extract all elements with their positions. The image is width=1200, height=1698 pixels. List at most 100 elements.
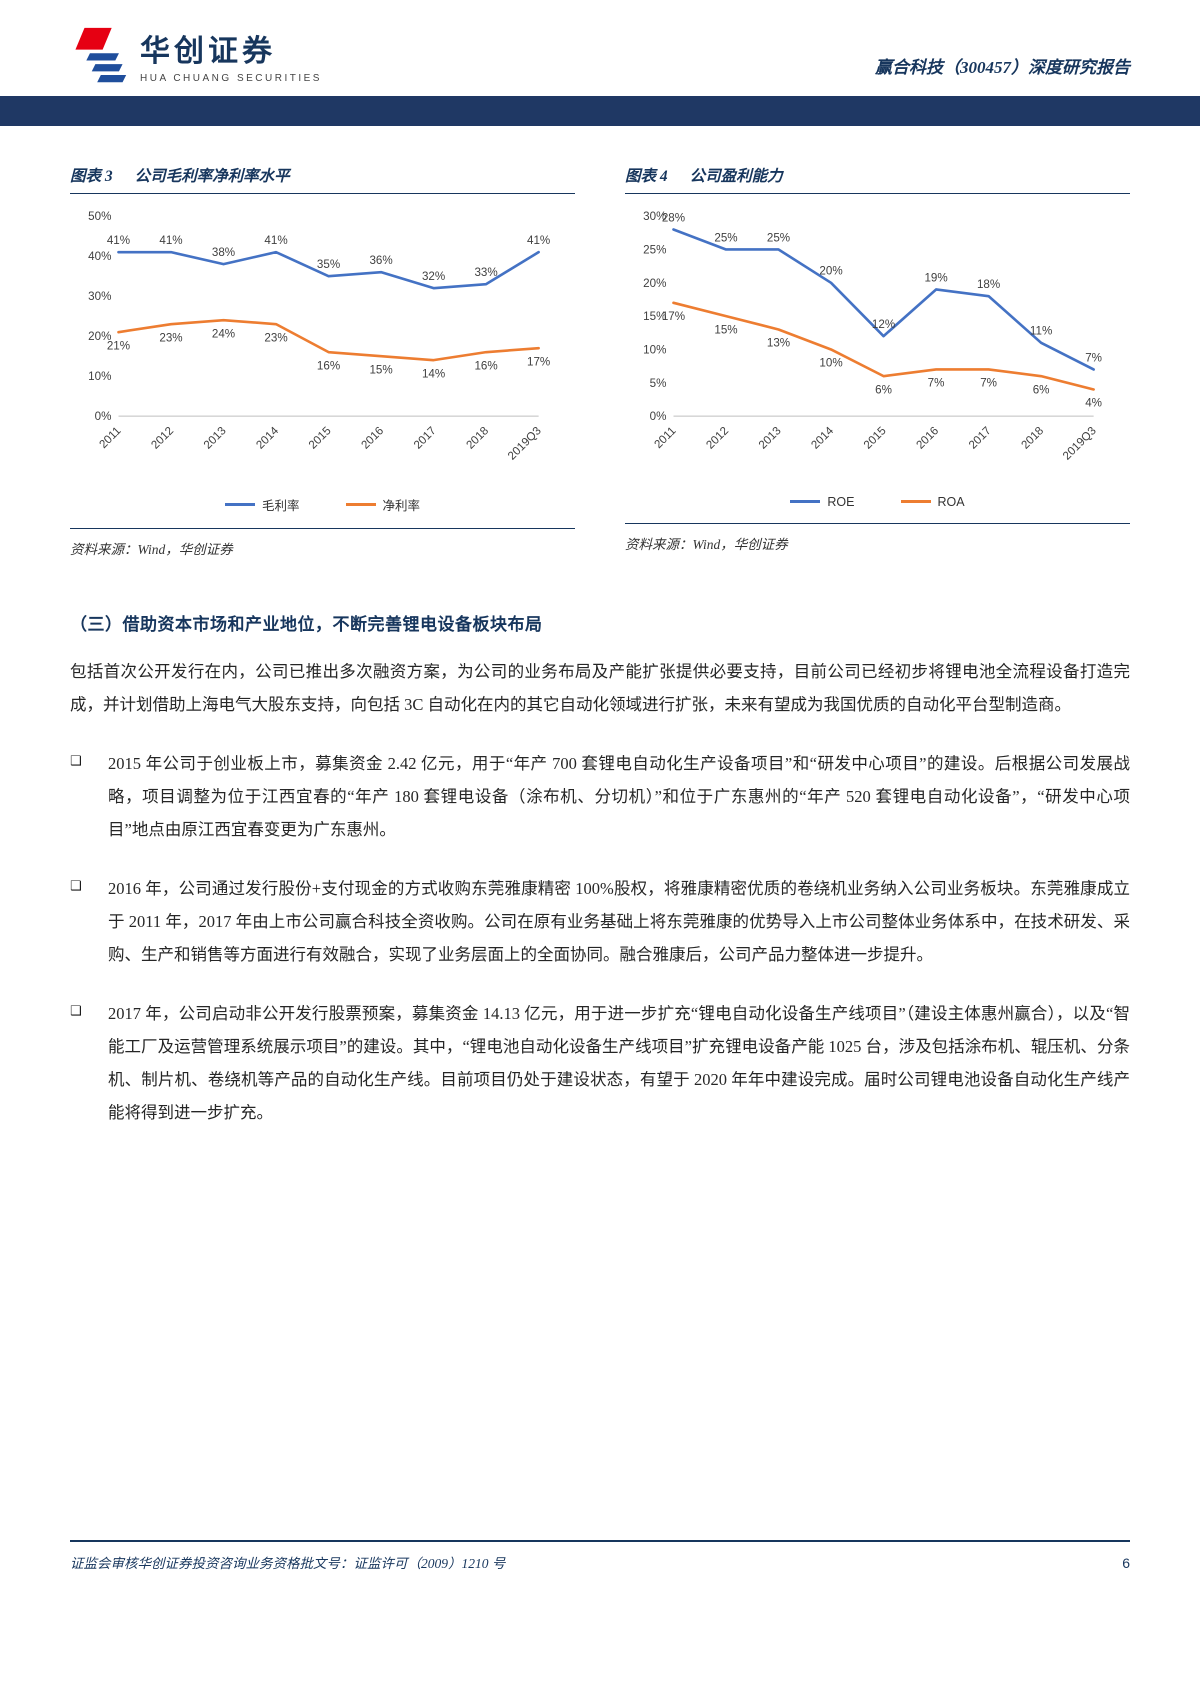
- svg-text:6%: 6%: [875, 383, 892, 396]
- svg-text:14%: 14%: [422, 367, 445, 380]
- svg-text:6%: 6%: [1033, 383, 1050, 396]
- bullet-list: ❑ 2015 年公司于创业板上市，募集资金 2.42 亿元，用于“年产 700 …: [70, 747, 1130, 1129]
- svg-text:12%: 12%: [872, 318, 895, 331]
- svg-text:2019Q3: 2019Q3: [1060, 424, 1098, 462]
- svg-text:23%: 23%: [264, 331, 287, 344]
- svg-text:10%: 10%: [88, 370, 111, 383]
- margin-chart-legend: 毛利率 净利率: [70, 495, 575, 514]
- report-title: 赢合科技（300457）深度研究报告: [875, 58, 1130, 77]
- huachuang-logo-icon: [75, 27, 127, 83]
- svg-text:2013: 2013: [756, 424, 783, 451]
- svg-text:41%: 41%: [527, 234, 550, 247]
- svg-text:20%: 20%: [88, 330, 111, 343]
- svg-text:17%: 17%: [662, 310, 685, 323]
- brand-text: 华创证券 HUA CHUANG SECURITIES: [140, 26, 322, 84]
- svg-text:10%: 10%: [643, 344, 666, 357]
- svg-text:41%: 41%: [264, 234, 287, 247]
- legend-item: 毛利率: [224, 495, 300, 514]
- figures-row: 图表 3 公司毛利率净利率水平 0% 10% 20% 30% 40% 50% 2011 2012…: [70, 164, 1130, 558]
- section-intro-paragraph: 包括首次公开发行在内，公司已推出多次融资方案，为公司的业务布局及产能扩张提供必要…: [70, 661, 1130, 714]
- svg-text:15%: 15%: [643, 310, 666, 323]
- svg-text:2017: 2017: [411, 424, 438, 451]
- svg-text:2018: 2018: [464, 424, 491, 451]
- svg-text:2014: 2014: [254, 424, 282, 452]
- svg-text:2013: 2013: [201, 424, 228, 451]
- bullet-text-2015: 2015 年公司于创业板上市，募集资金 2.42 亿元，用于“年产 700 套锂…: [108, 753, 1130, 839]
- legend-item: ROA: [900, 494, 965, 509]
- svg-text:2018: 2018: [1019, 424, 1046, 451]
- svg-text:15%: 15%: [369, 363, 392, 376]
- svg-text:0%: 0%: [650, 410, 667, 423]
- figure-3-margin-chart: 图表 3 公司毛利率净利率水平 0% 10% 20% 30% 40% 50% 2011 2012…: [70, 164, 575, 558]
- legend-line-swatch: [224, 502, 255, 506]
- profitability-chart-legend: ROE ROA: [625, 495, 1130, 509]
- page-number: 6: [1122, 1555, 1130, 1571]
- brand-name-en: HUA CHUANG SECURITIES: [140, 73, 322, 84]
- svg-text:7%: 7%: [980, 377, 997, 390]
- list-item: ❑ 2017 年，公司启动非公开发行股票预案，募集资金 14.13 亿元，用于进…: [70, 997, 1130, 1129]
- legend-label: 净利率: [382, 498, 421, 513]
- svg-text:40%: 40%: [88, 250, 111, 263]
- legend-label: ROA: [937, 494, 965, 509]
- svg-text:10%: 10%: [819, 357, 842, 370]
- page-header: 华创证券 HUA CHUANG SECURITIES 赢合科技（300457）深…: [0, 0, 1200, 96]
- svg-text:13%: 13%: [767, 337, 790, 350]
- svg-text:30%: 30%: [643, 210, 666, 223]
- svg-text:2017: 2017: [966, 424, 993, 451]
- square-bullet-icon: ❑: [70, 878, 82, 894]
- svg-text:16%: 16%: [317, 359, 340, 372]
- svg-text:28%: 28%: [662, 211, 685, 224]
- figure-3-label: 图表 3: [70, 168, 113, 185]
- section-heading: （三）借助资本市场和产业地位，不断完善锂电设备板块布局: [70, 614, 543, 634]
- svg-text:2012: 2012: [149, 424, 176, 451]
- svg-text:17%: 17%: [527, 355, 550, 368]
- svg-text:7%: 7%: [928, 377, 945, 390]
- brand: 华创证券 HUA CHUANG SECURITIES: [70, 26, 322, 84]
- svg-text:35%: 35%: [317, 258, 340, 271]
- svg-text:2016: 2016: [914, 424, 941, 451]
- svg-text:20%: 20%: [643, 277, 666, 290]
- bullet-text-2017: 2017 年，公司启动非公开发行股票预案，募集资金 14.13 亿元，用于进一步…: [108, 1003, 1130, 1122]
- figure-3-title: 图表 3 公司毛利率净利率水平: [70, 164, 575, 194]
- legend-line-swatch: [345, 502, 376, 506]
- profitability-line-chart: 0% 5% 10% 15% 20% 25% 30% 2011 2012 2013 2014 2015 2…: [643, 210, 1102, 462]
- footer-license-text: 证监会审核华创证券投资咨询业务资格批文号：证监许可（2009）1210 号: [70, 1556, 506, 1571]
- svg-text:25%: 25%: [767, 231, 790, 244]
- legend-label: ROE: [827, 494, 855, 509]
- svg-text:2014: 2014: [809, 424, 837, 452]
- svg-text:4%: 4%: [1085, 397, 1102, 410]
- legend-label: 毛利率: [261, 498, 300, 513]
- svg-text:2019Q3: 2019Q3: [505, 424, 543, 462]
- figure-3-title-text: 公司毛利率净利率水平: [134, 168, 290, 185]
- square-bullet-icon: ❑: [70, 753, 82, 769]
- svg-text:24%: 24%: [212, 327, 235, 340]
- svg-text:2015: 2015: [306, 424, 333, 451]
- header-band: [0, 96, 1200, 126]
- svg-text:18%: 18%: [977, 278, 1000, 291]
- svg-text:11%: 11%: [1030, 325, 1052, 338]
- svg-text:23%: 23%: [159, 331, 182, 344]
- svg-text:2016: 2016: [359, 424, 386, 451]
- svg-text:21%: 21%: [107, 339, 130, 352]
- legend-item: 净利率: [345, 495, 421, 514]
- svg-text:25%: 25%: [643, 244, 666, 257]
- brand-name-cn: 华创证券: [140, 35, 276, 68]
- figure-4-source: 资料来源：Wind，华创证券: [625, 522, 1130, 553]
- figure-3-source: 资料来源：Wind，华创证券: [70, 527, 575, 558]
- svg-text:15%: 15%: [714, 323, 737, 336]
- svg-text:36%: 36%: [369, 254, 392, 267]
- page-footer: 证监会审核华创证券投资咨询业务资格批文号：证监许可（2009）1210 号 6: [70, 1540, 1130, 1572]
- svg-text:33%: 33%: [474, 266, 497, 279]
- legend-item: ROE: [790, 494, 855, 509]
- margin-line-chart: 0% 10% 20% 30% 40% 50% 2011 2012 2013 2014 2015 201…: [88, 210, 550, 462]
- legend-line-swatch: [900, 500, 931, 504]
- svg-text:0%: 0%: [95, 410, 112, 423]
- svg-text:19%: 19%: [924, 271, 947, 284]
- list-item: ❑ 2016 年，公司通过发行股份+支付现金的方式收购东莞雅康精密 100%股权…: [70, 872, 1130, 971]
- svg-text:25%: 25%: [714, 231, 737, 244]
- legend-line-swatch: [790, 500, 821, 504]
- svg-text:41%: 41%: [159, 234, 182, 247]
- svg-text:2015: 2015: [861, 424, 888, 451]
- svg-text:2011: 2011: [97, 424, 124, 451]
- figure-4-title-text: 公司盈利能力: [689, 168, 783, 185]
